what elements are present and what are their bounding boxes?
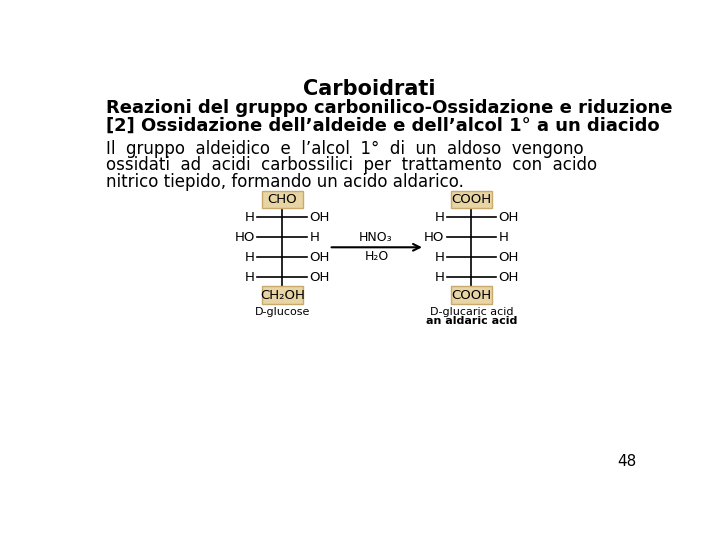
Text: H: H <box>434 271 444 284</box>
Text: an aldaric acid: an aldaric acid <box>426 316 517 326</box>
Text: OH: OH <box>310 271 330 284</box>
Text: ossidati  ad  acidi  carbossilici  per  trattamento  con  acido: ossidati ad acidi carbossilici per tratt… <box>106 157 597 174</box>
Text: Il  gruppo  aldeidico  e  l’alcol  1°  di  un  aldoso  vengono: Il gruppo aldeidico e l’alcol 1° di un a… <box>106 140 583 158</box>
Text: OH: OH <box>498 251 519 264</box>
Text: HO: HO <box>235 231 255 244</box>
Text: OH: OH <box>310 211 330 224</box>
FancyBboxPatch shape <box>261 286 302 304</box>
Text: COOH: COOH <box>451 288 491 301</box>
Text: CHO: CHO <box>267 193 297 206</box>
Text: nitrico tiepido, formando un acido aldarico.: nitrico tiepido, formando un acido aldar… <box>106 173 464 191</box>
Text: [2] Ossidazione dell’aldeide e dell’alcol 1° a un diacido: [2] Ossidazione dell’aldeide e dell’alco… <box>106 117 659 134</box>
FancyBboxPatch shape <box>451 286 492 304</box>
Text: Carboidrati: Carboidrati <box>302 79 436 99</box>
Text: OH: OH <box>310 251 330 264</box>
Text: H: H <box>246 211 255 224</box>
Text: H: H <box>310 231 319 244</box>
Text: Reazioni del gruppo carbonilico-Ossidazione e riduzione: Reazioni del gruppo carbonilico-Ossidazi… <box>106 99 672 117</box>
Text: OH: OH <box>498 211 519 224</box>
Text: H: H <box>498 231 508 244</box>
FancyBboxPatch shape <box>451 191 492 208</box>
Text: H: H <box>246 251 255 264</box>
Text: HNO₃: HNO₃ <box>359 231 392 244</box>
Text: H₂O: H₂O <box>364 251 389 264</box>
Text: 48: 48 <box>617 454 636 469</box>
FancyBboxPatch shape <box>261 191 302 208</box>
Text: D-glucose: D-glucose <box>254 307 310 316</box>
Text: CH₂OH: CH₂OH <box>260 288 305 301</box>
Text: H: H <box>434 211 444 224</box>
Text: HO: HO <box>424 231 444 244</box>
Text: H: H <box>434 251 444 264</box>
Text: D-glucaric acid: D-glucaric acid <box>430 307 513 316</box>
Text: H: H <box>246 271 255 284</box>
Text: COOH: COOH <box>451 193 491 206</box>
Text: OH: OH <box>498 271 519 284</box>
